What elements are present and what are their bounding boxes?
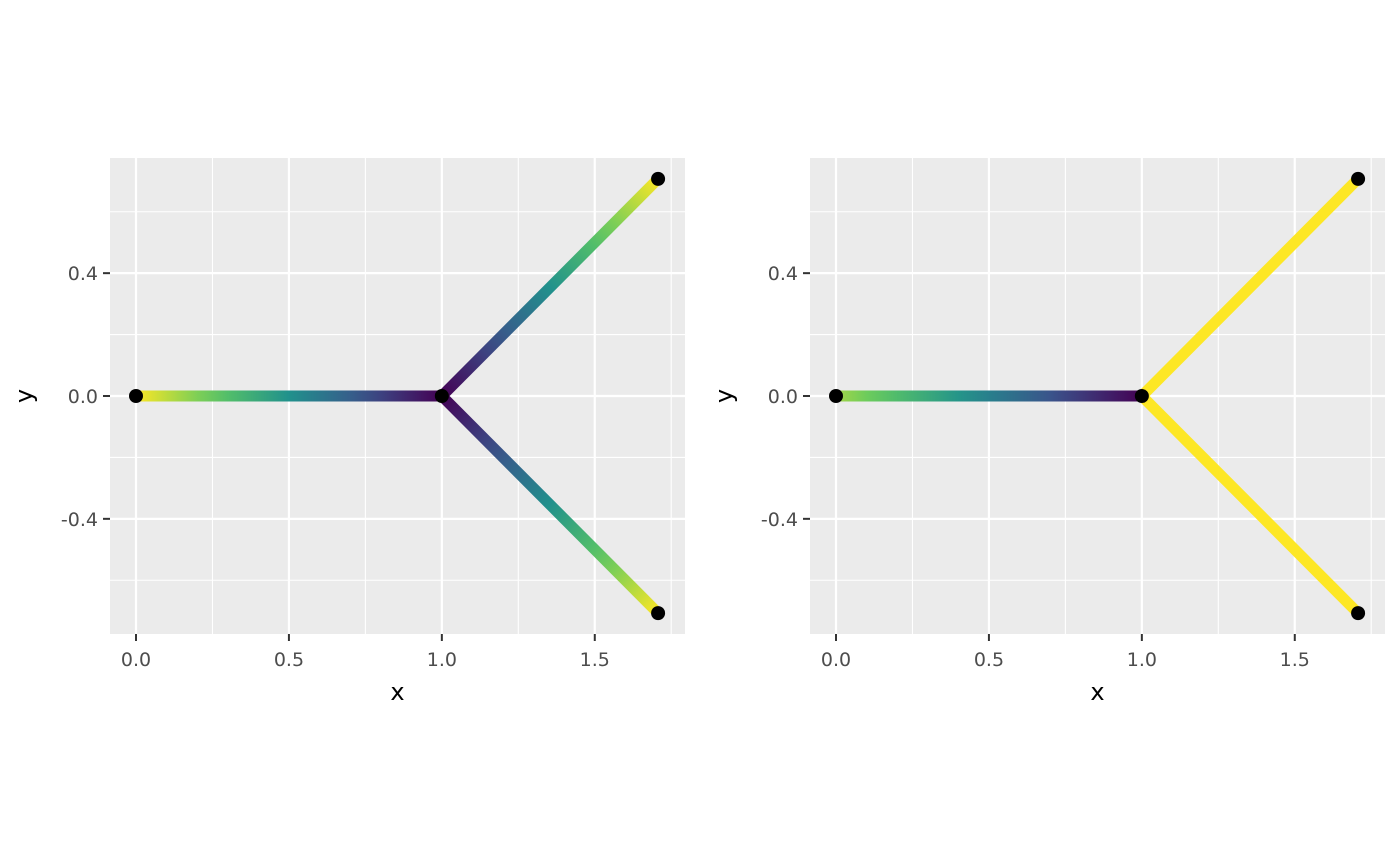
data-point [828,389,843,403]
y-tick-label: 0.4 [68,263,98,285]
x-tick-label: 1.0 [427,649,457,671]
x-tick-label: 0.0 [121,649,151,671]
x-tick-label: 0.0 [821,649,851,671]
chart-panel-1: 0.0 0.5 1.0 1.5 -0.4 0.0 0.4 x y [10,158,685,706]
x-tick-label: 1.5 [580,649,610,671]
data-point [1351,606,1366,621]
x-axis-title: x [1090,678,1104,706]
y-tick-label: -0.4 [61,509,98,531]
y-tick-label: 0.0 [68,386,98,408]
y-tick-label: 0.4 [768,263,798,285]
data-point [128,389,143,403]
line-segment [1137,392,1362,617]
x-tick-label: 1.5 [1280,649,1310,671]
x-tick-label: 0.5 [274,649,304,671]
y-tick-label: -0.4 [761,509,798,531]
line-segment [1137,175,1362,400]
data-point [1351,171,1366,186]
data-point [434,389,449,403]
segments [135,175,662,617]
x-tick-label: 0.5 [974,649,1004,671]
chart-panel-2: 0.0 0.5 1.0 1.5 -0.4 0.0 0.4 x y [710,158,1385,706]
y-axis-title: y [10,389,38,403]
data-point [651,606,666,621]
line-segment [437,392,662,617]
y-axis-title: y [710,389,738,403]
segments [835,175,1362,617]
data-point [1134,389,1149,403]
x-tick-label: 1.0 [1127,649,1157,671]
data-point [651,171,666,186]
y-tick-label: 0.0 [768,386,798,408]
x-axis-title: x [390,678,404,706]
line-segment [437,175,662,400]
